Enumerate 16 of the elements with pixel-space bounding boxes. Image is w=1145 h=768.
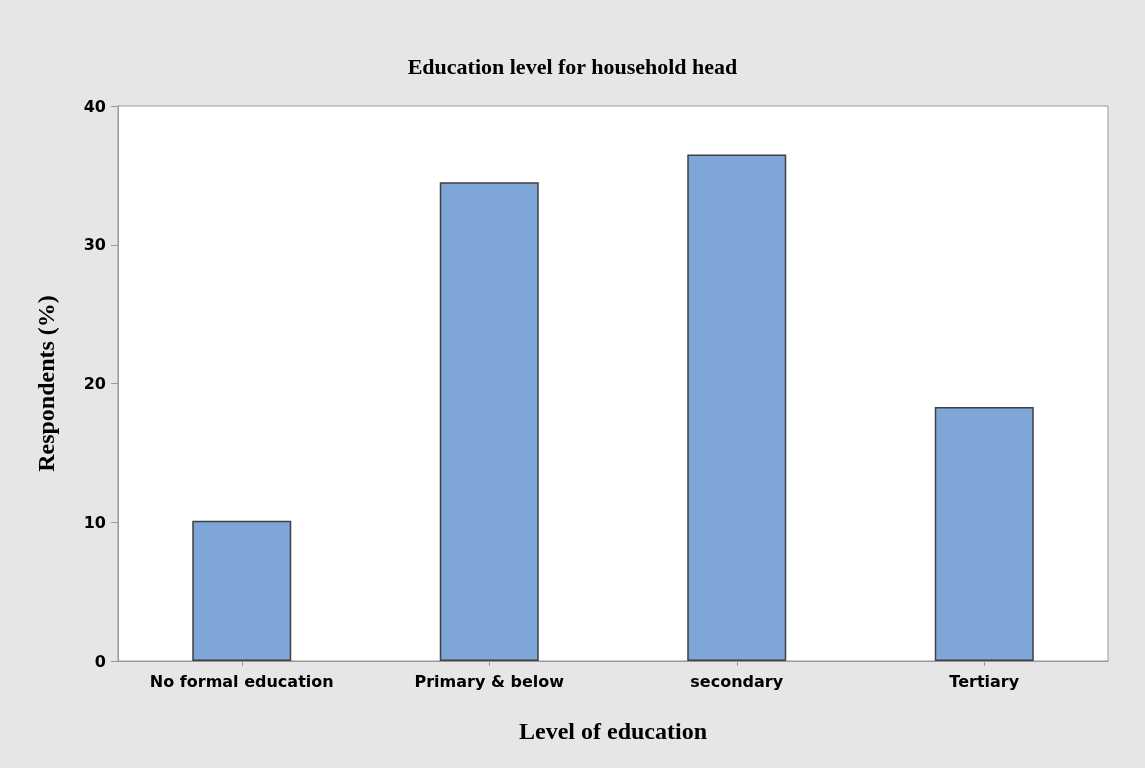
- x-tick-label: Primary & below: [414, 671, 565, 691]
- y-tick-label: 20: [83, 374, 106, 393]
- y-tick-label: 40: [83, 96, 106, 116]
- chart-title: Education level for household head: [407, 53, 738, 79]
- x-axis-title: Level of education: [519, 718, 707, 744]
- bar: [687, 154, 787, 661]
- bar: [192, 520, 292, 661]
- y-tick-label: 10: [83, 512, 106, 532]
- x-tick-label: Tertiary: [949, 671, 1020, 691]
- y-tick-label: 30: [83, 235, 106, 255]
- bar: [934, 407, 1034, 661]
- y-tick-label: 0: [94, 651, 106, 671]
- bar: [439, 182, 539, 661]
- x-tick-label: No formal education: [149, 671, 334, 691]
- x-tick-label: secondary: [690, 671, 784, 691]
- y-axis-title: Respondents (%): [33, 295, 59, 472]
